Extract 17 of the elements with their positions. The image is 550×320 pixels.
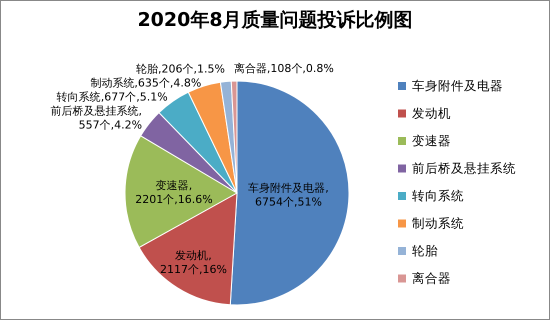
legend-label: 转向系统 xyxy=(412,188,464,203)
legend-label: 前后桥及悬挂系统 xyxy=(412,160,516,176)
data-label: 离合器,108个,0.8% xyxy=(234,62,334,76)
legend-label: 变速器 xyxy=(412,133,451,148)
chart-title: 2020年8月质量问题投诉比例图 xyxy=(137,9,413,31)
data-label: 发动机, 2117个,16% xyxy=(160,249,227,276)
legend-label: 车身附件及电器 xyxy=(412,78,503,93)
data-label: 轮胎,206个,1.5% xyxy=(136,62,225,76)
data-label: 车身附件及电器, 6754个,51% xyxy=(248,182,329,209)
legend-label: 制动系统 xyxy=(412,216,464,230)
legend-label: 轮胎 xyxy=(412,243,438,258)
data-label: 制动系统,635个,4.8% xyxy=(90,76,202,90)
legend-label: 发动机 xyxy=(412,106,451,120)
data-label: 变速器, 2201个,16.6% xyxy=(135,179,213,206)
data-label: 前后桥及悬挂系统, 557个,4.2% xyxy=(50,104,142,132)
data-label: 转向系统,677个,5.1% xyxy=(56,90,168,104)
legend-label: 离合器 xyxy=(412,270,451,286)
